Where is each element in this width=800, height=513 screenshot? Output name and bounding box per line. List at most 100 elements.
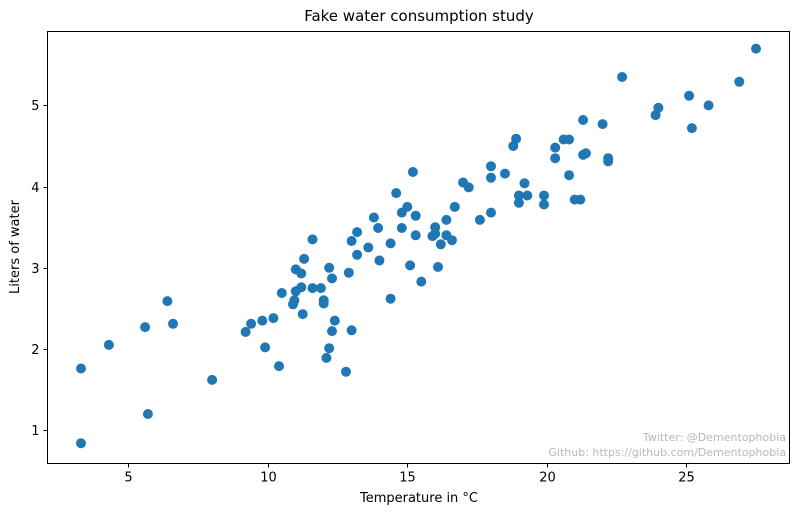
data-point: [240, 327, 251, 337]
data-point: [318, 298, 329, 309]
data-point: [276, 288, 287, 298]
data-point: [575, 194, 586, 205]
data-point: [374, 255, 385, 266]
data-point: [522, 190, 533, 201]
data-point: [327, 326, 337, 337]
data-point: [103, 339, 114, 350]
data-point: [343, 267, 354, 278]
data-point: [550, 142, 561, 153]
data-point: [486, 161, 496, 172]
data-point: [352, 227, 363, 238]
plot-area-frame: [47, 31, 790, 464]
data-point: [580, 148, 591, 159]
data-point: [435, 239, 446, 250]
data-point: [603, 156, 614, 167]
data-point: [519, 178, 530, 189]
data-point: [299, 253, 310, 264]
data-point: [327, 273, 337, 284]
data-point: [321, 352, 332, 363]
data-point: [260, 342, 271, 353]
x-axis-label: Temperature in °C: [359, 491, 478, 506]
x-tick-label: 25: [678, 471, 695, 486]
data-point: [297, 309, 308, 320]
data-point: [385, 293, 396, 304]
data-point: [447, 235, 457, 246]
data-point: [368, 212, 379, 223]
data-point: [564, 170, 575, 181]
data-point: [246, 318, 257, 329]
data-point: [346, 236, 357, 246]
data-point: [76, 438, 86, 449]
watermark-github: Github: https://github.com/Dementophobia: [548, 446, 786, 459]
axes: 5 10 15 20 25 1 2 3 4 5: [31, 99, 695, 486]
data-point: [391, 188, 402, 199]
data-point: [402, 201, 413, 212]
data-point: [162, 296, 173, 307]
data-point: [597, 119, 608, 130]
data-point: [578, 115, 589, 125]
data-point: [564, 134, 575, 145]
data-point: [513, 190, 524, 201]
data-point: [405, 260, 416, 271]
data-points: [76, 43, 761, 449]
data-point: [684, 90, 695, 101]
data-point: [341, 366, 351, 377]
data-point: [486, 207, 496, 218]
data-point: [396, 223, 407, 233]
data-point: [686, 123, 697, 134]
data-point: [363, 242, 374, 253]
data-point: [168, 318, 178, 329]
data-point: [441, 214, 452, 225]
x-tick-label: 10: [260, 471, 277, 486]
data-point: [352, 249, 363, 260]
data-point: [463, 182, 474, 193]
x-tick-label: 5: [124, 471, 132, 486]
data-point: [373, 223, 384, 233]
data-point: [539, 199, 549, 210]
chart-title: Fake water consumption study: [304, 7, 534, 25]
data-point: [315, 283, 326, 294]
data-point: [307, 234, 318, 245]
data-point: [617, 72, 628, 82]
data-point: [751, 43, 761, 54]
data-point: [289, 295, 300, 306]
data-point: [410, 210, 421, 221]
data-point: [76, 363, 86, 374]
data-point: [449, 201, 460, 212]
data-point: [142, 409, 153, 419]
y-tick-label: 2: [31, 343, 39, 358]
y-tick-label: 5: [31, 99, 39, 114]
data-point: [346, 325, 357, 336]
data-point: [474, 214, 485, 225]
data-point: [274, 361, 284, 372]
data-point: [257, 315, 268, 326]
data-point: [653, 102, 664, 113]
x-tick-label: 15: [399, 471, 416, 486]
data-point: [703, 100, 714, 111]
y-tick-label: 1: [31, 424, 39, 439]
y-tick-label: 3: [31, 262, 39, 277]
data-point: [329, 315, 340, 326]
data-point: [296, 268, 307, 279]
data-point: [324, 262, 335, 273]
data-point: [539, 190, 549, 201]
data-point: [430, 228, 441, 239]
data-point: [486, 172, 496, 183]
data-point: [511, 133, 522, 144]
data-point: [407, 167, 418, 177]
data-point: [734, 76, 745, 87]
data-point: [416, 276, 427, 287]
data-point: [207, 374, 218, 385]
data-point: [324, 343, 335, 354]
data-point: [296, 282, 307, 293]
data-point: [385, 238, 396, 249]
data-point: [500, 168, 510, 179]
watermark-twitter: Twitter: @Dementophobia: [642, 431, 786, 444]
data-point: [140, 322, 151, 333]
y-axis-label: Liters of water: [8, 199, 23, 294]
x-tick-label: 20: [539, 471, 556, 486]
data-point: [550, 153, 561, 164]
data-point: [307, 283, 318, 294]
data-point: [433, 262, 443, 272]
